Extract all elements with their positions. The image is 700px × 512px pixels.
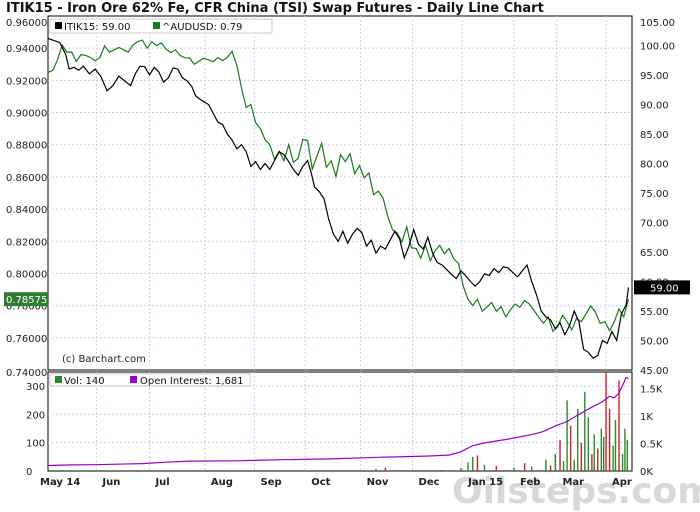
volume-axis-tick: 200 xyxy=(26,410,45,421)
watermark: Oilsteps.com.au xyxy=(452,471,700,512)
left-axis-tick: 0.86000 xyxy=(6,173,47,184)
left-axis-tick: 0.78000 xyxy=(6,302,47,313)
right-axis-tick: 100.00 xyxy=(640,42,675,53)
legend-swatch-iron xyxy=(55,22,62,29)
x-axis-label: Jan 15 xyxy=(467,477,503,488)
left-axis-tick: 0.74000 xyxy=(6,368,47,379)
left-axis-tick: 0.94000 xyxy=(6,44,47,55)
x-axis-label: Nov xyxy=(367,477,389,488)
x-axis-label: Aug xyxy=(211,477,233,488)
price-legend: ITIK15: 59.00 ^AUDUSD: 0.79 xyxy=(49,18,273,34)
left-axis-tick: 0.90000 xyxy=(6,109,47,120)
x-axis-label: Oct xyxy=(311,477,330,488)
open-interest-axis-tick: 1.5K xyxy=(640,385,663,396)
volume-legend: Vol: 140 Open Interest: 1,681 xyxy=(49,373,251,387)
volume-panel xyxy=(47,371,633,472)
left-axis-tick: 0.92000 xyxy=(6,76,47,87)
right-axis-tick: 85.00 xyxy=(640,130,669,141)
legend-audusd-label: ^AUDUSD: 0.79 xyxy=(162,22,242,33)
legend-volume-label: Vol: 140 xyxy=(64,376,105,387)
right-axis-tick: 75.00 xyxy=(640,189,669,200)
left-axis-tick: 0.84000 xyxy=(6,205,47,216)
price-plot-area xyxy=(47,15,633,371)
x-axis-label: Sep xyxy=(260,477,281,488)
x-axis-label: Mar xyxy=(562,477,584,488)
legend-swatch-audusd xyxy=(153,22,160,29)
open-interest-axis-tick: 0K xyxy=(640,467,653,478)
x-axis-label: May 14 xyxy=(40,477,80,488)
audusd-last-label: 0.78575 xyxy=(6,295,47,306)
audusd-line xyxy=(47,39,630,333)
price-panel xyxy=(47,15,633,371)
volume-axis-tick: 300 xyxy=(26,382,45,393)
legend-box xyxy=(49,18,273,34)
open-interest-axis-tick: 1K xyxy=(640,412,653,423)
x-axis-label: Jul xyxy=(154,477,169,488)
right-axis-tick: 95.00 xyxy=(640,71,669,82)
legend-open-interest-label: Open Interest: 1,681 xyxy=(140,376,244,387)
volume-plot-area xyxy=(47,371,633,472)
right-axis-tick: 45.00 xyxy=(640,366,669,377)
right-axis-tick: 50.00 xyxy=(640,337,669,348)
volume-axis-tick: 0 xyxy=(26,467,32,478)
last-price-flag xyxy=(634,280,690,295)
legend-swatch-open-interest xyxy=(130,376,137,383)
chart-title: ITIK15 - Iron Ore 62% Fe, CFR China (TSI… xyxy=(6,1,544,16)
legend-iron-label: ITIK15: 59.00 xyxy=(64,22,130,33)
x-axis-label: Jun xyxy=(101,477,120,488)
right-axis-tick: 65.00 xyxy=(640,248,669,259)
open-interest-line xyxy=(47,376,629,467)
last-price-label: 59.00 xyxy=(650,283,679,294)
x-axis-label: Dec xyxy=(419,477,440,488)
right-axis-tick: 90.00 xyxy=(640,101,669,112)
x-axis-label: Feb xyxy=(520,477,540,488)
left-axis-tick: 0.96000 xyxy=(6,18,47,29)
right-axis-tick: 105.00 xyxy=(640,18,675,29)
left-axis-tick: 0.82000 xyxy=(6,237,47,248)
left-axis-tick: 0.88000 xyxy=(6,141,47,152)
volume-axis-tick: 100 xyxy=(26,439,45,450)
open-interest-axis-tick: 0.5K xyxy=(640,440,663,451)
left-axis-tick: 0.76000 xyxy=(6,334,47,345)
right-axis-tick: 80.00 xyxy=(640,160,669,171)
volume-legend-box xyxy=(49,373,251,387)
audusd-last-flag xyxy=(4,292,48,307)
x-axis-label: Apr xyxy=(612,477,632,488)
iron-ore-line xyxy=(47,37,630,359)
left-axis-tick: 0.80000 xyxy=(6,269,47,280)
copyright-text: (c) Barchart.com xyxy=(62,354,146,365)
right-axis-tick: 55.00 xyxy=(640,307,669,318)
right-axis-tick: 70.00 xyxy=(640,219,669,230)
legend-swatch-volume xyxy=(55,376,62,383)
